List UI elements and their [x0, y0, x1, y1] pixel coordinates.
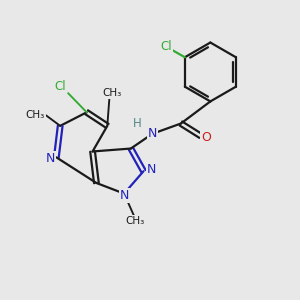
Text: N: N [120, 188, 129, 202]
Text: N: N [46, 152, 55, 165]
Text: Cl: Cl [54, 80, 66, 93]
Text: H: H [133, 117, 142, 130]
Text: CH₃: CH₃ [102, 88, 121, 98]
Text: Cl: Cl [161, 40, 172, 53]
Text: CH₃: CH₃ [126, 216, 145, 226]
Text: O: O [201, 131, 211, 144]
Text: N: N [147, 163, 157, 176]
Text: N: N [148, 127, 157, 140]
Text: CH₃: CH₃ [26, 110, 45, 120]
